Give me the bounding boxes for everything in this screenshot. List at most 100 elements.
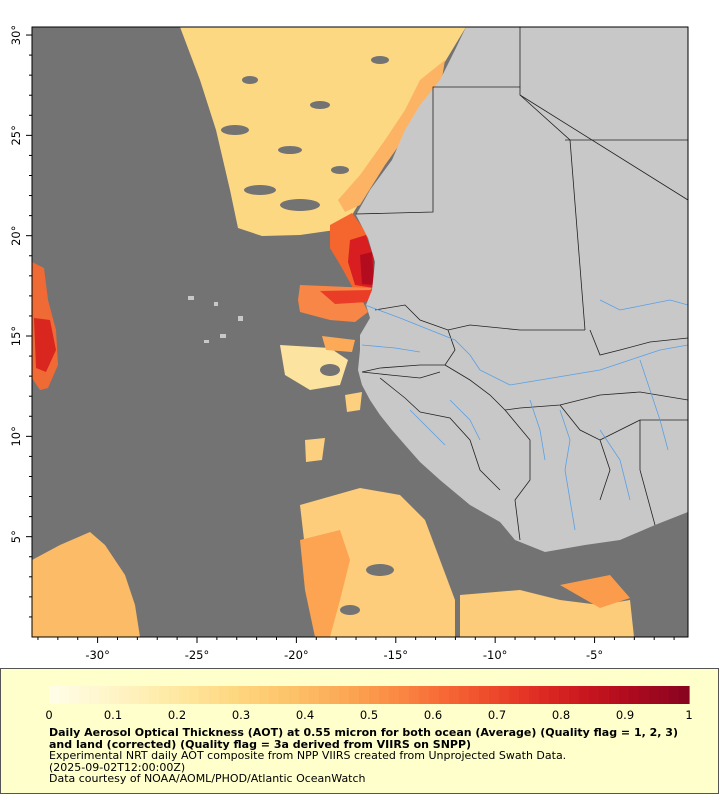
- colorbar-swatch: [669, 686, 680, 704]
- colorbar-swatch: [619, 686, 630, 704]
- country-borders: [355, 27, 688, 541]
- colorbar-swatch: [249, 686, 260, 704]
- colorbar-tick-label: 0.6: [424, 708, 442, 722]
- colorbar-swatch: [499, 686, 510, 704]
- colorbar-swatch: [179, 686, 190, 704]
- colorbar-labels: 0 0.1 0.2 0.3 0.4 0.5 0.6 0.7 0.8 0.9 1: [45, 708, 692, 722]
- colorbar-swatch: [229, 686, 240, 704]
- colorbar-swatch: [629, 686, 640, 704]
- colorbar-swatch: [599, 686, 610, 704]
- colorbar-tick-label: 0.4: [296, 708, 314, 722]
- aot-small-patch-2: [345, 392, 362, 412]
- colorbar-swatch: [299, 686, 310, 704]
- cloud-gaps: [221, 56, 394, 615]
- colorbar-swatch: [319, 686, 330, 704]
- colorbar-swatch: [329, 686, 340, 704]
- colorbar: 0 0.1 0.2 0.3 0.4 0.5 0.6 0.7 0.8 0.9 1: [45, 686, 693, 722]
- caption-line-3: Data courtesy of NOAA/AOML/PHOD/Atlantic…: [49, 772, 366, 785]
- colorbar-swatch: [649, 686, 660, 704]
- colorbar-swatch: [539, 686, 550, 704]
- colorbar-swatch: [289, 686, 300, 704]
- y-tick-label: 10°: [9, 426, 23, 446]
- colorbar-swatch: [89, 686, 100, 704]
- y-tick-label: 15°: [9, 326, 23, 346]
- colorbar-swatch: [679, 686, 690, 704]
- colorbar-swatch: [349, 686, 360, 704]
- africa-land: [356, 27, 688, 552]
- colorbar-swatch: [49, 686, 60, 704]
- colorbar-tick-label: 0.2: [168, 708, 186, 722]
- colorbar-swatch: [589, 686, 600, 704]
- colorbar-swatches: [49, 686, 690, 704]
- colorbar-swatch: [489, 686, 500, 704]
- colorbar-swatch: [399, 686, 410, 704]
- colorbar-swatch: [609, 686, 620, 704]
- colorbar-swatch: [309, 686, 320, 704]
- colorbar-swatch: [149, 686, 160, 704]
- aot-gambia-strip: [322, 336, 355, 352]
- colorbar-swatch: [139, 686, 150, 704]
- x-tick-label: -15°: [384, 648, 409, 662]
- colorbar-swatch: [209, 686, 220, 704]
- aot-west-plume-core: [34, 318, 56, 372]
- colorbar-swatch: [519, 686, 530, 704]
- colorbar-tick-label: 0.9: [616, 708, 634, 722]
- y-tick-label: 5°: [9, 530, 23, 543]
- map-figure: -30° -25° -20° -15° -10° -5° 30° 25° 20° 15° 10° 5…: [9, 25, 689, 662]
- x-tick-label: -5°: [586, 648, 603, 662]
- colorbar-swatch: [219, 686, 230, 704]
- rivers: [361, 299, 688, 531]
- aot-south-west: [32, 532, 140, 637]
- caption-title: Daily Aerosol Optical Thickness (AOT) at…: [49, 726, 678, 751]
- colorbar-swatch: [69, 686, 80, 704]
- legend-panel: 0 0.1 0.2 0.3 0.4 0.5 0.6 0.7 0.8 0.9 1 Daily Aero…: [0, 668, 719, 794]
- colorbar-tick-label: 0.7: [488, 708, 506, 722]
- colorbar-swatch: [639, 686, 650, 704]
- colorbar-swatch: [129, 686, 140, 704]
- y-tick-label: 25°: [9, 125, 23, 145]
- colorbar-swatch: [279, 686, 290, 704]
- colorbar-tick-label: 0: [45, 708, 52, 722]
- aot-south-east-orange: [560, 575, 630, 608]
- aot-north-coastal: [338, 60, 445, 212]
- colorbar-swatch: [239, 686, 250, 704]
- colorbar-swatch: [109, 686, 120, 704]
- aot-guinea-patch: [280, 345, 348, 390]
- colorbar-swatch: [549, 686, 560, 704]
- colorbar-swatch: [419, 686, 430, 704]
- colorbar-swatch: [99, 686, 110, 704]
- colorbar-swatch: [509, 686, 520, 704]
- x-tick-label: -10°: [483, 648, 508, 662]
- colorbar-tick-label: 1: [685, 708, 692, 722]
- colorbar-swatch: [449, 686, 460, 704]
- aot-south-central-dark: [300, 530, 350, 637]
- aot-south-east: [460, 590, 634, 637]
- colorbar-swatch: [369, 686, 380, 704]
- colorbar-swatch: [659, 686, 670, 704]
- colorbar-tick-label: 0.3: [232, 708, 250, 722]
- colorbar-swatch: [169, 686, 180, 704]
- colorbar-swatch: [259, 686, 270, 704]
- aot-small-patch-1: [305, 438, 325, 462]
- x-tick-label: -20°: [284, 648, 309, 662]
- y-axis-labels: 30° 25° 20° 15° 10° 5°: [9, 25, 23, 543]
- colorbar-tick-label: 0.5: [360, 708, 378, 722]
- colorbar-swatch: [429, 686, 440, 704]
- colorbar-swatch: [459, 686, 470, 704]
- axis-ticks: [26, 34, 675, 643]
- colorbar-swatch: [59, 686, 70, 704]
- colorbar-swatch: [339, 686, 350, 704]
- colorbar-swatch: [389, 686, 400, 704]
- colorbar-swatch: [189, 686, 200, 704]
- colorbar-swatch: [269, 686, 280, 704]
- caption-line-2: (2025-09-02T12:00:00Z): [49, 760, 186, 774]
- colorbar-swatch: [159, 686, 170, 704]
- plot-frame: [31, 26, 689, 638]
- colorbar-swatch: [569, 686, 580, 704]
- colorbar-swatch: [529, 686, 540, 704]
- aot-max-core: [360, 252, 374, 285]
- y-tick-label: 30°: [9, 25, 23, 45]
- y-tick-label: 20°: [9, 225, 23, 245]
- colorbar-swatch: [79, 686, 90, 704]
- colorbar-swatch: [479, 686, 490, 704]
